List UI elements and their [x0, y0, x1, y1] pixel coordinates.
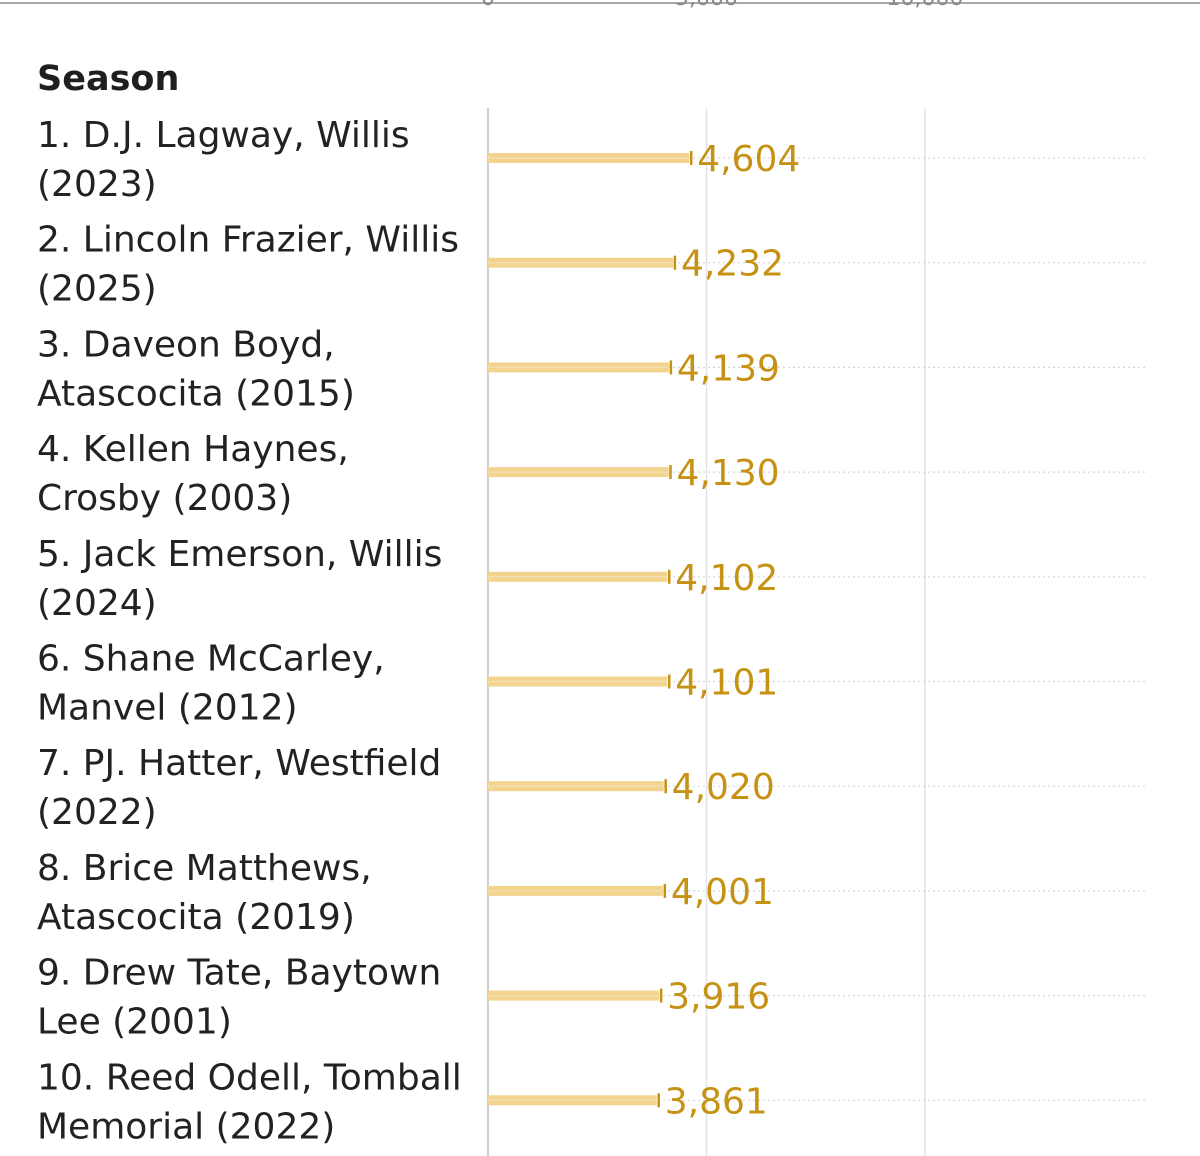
gridlines [487, 108, 926, 1156]
bar-row: 9. Drew Tate, Baytown Lee (2001) 3,916 [37, 953, 1148, 1043]
bar [488, 990, 660, 1001]
row-label: (2025) [37, 269, 157, 310]
value-label: 4,102 [675, 558, 778, 599]
x-axis-ticks: 0 5,000 10,000 [481, 0, 963, 11]
value-label: 4,139 [677, 348, 780, 389]
row-label: Crosby (2003) [37, 478, 292, 519]
row-label: Manvel (2012) [37, 688, 298, 729]
value-label: 4,001 [671, 872, 774, 913]
bar [488, 781, 664, 792]
tick-label: 10,000 [887, 0, 964, 11]
bar-row: 10. Reed Odell, Tomball Memorial (2022) 3,… [37, 1057, 1148, 1147]
bar [488, 885, 663, 896]
row-label: 7. PJ. Hatter, Westfield [37, 743, 441, 784]
value-label: 4,130 [676, 453, 779, 494]
column-title: Season [37, 59, 179, 99]
row-label: 10. Reed Odell, Tomball [37, 1057, 462, 1098]
bar-row: 2. Lincoln Frazier, Willis (2025) 4,232 [37, 220, 1148, 310]
bar-rows: 1. D.J. Lagway, Willis (2023) 4,604 2. Linc… [37, 115, 1148, 1147]
row-label: (2023) [37, 164, 157, 205]
row-label: 8. Brice Matthews, [37, 848, 372, 889]
tick-label: 5,000 [675, 0, 738, 11]
bar-row: 7. PJ. Hatter, Westfield (2022) 4,020 [37, 743, 1148, 833]
row-label: Memorial (2022) [37, 1106, 335, 1147]
row-label: (2024) [37, 583, 157, 624]
row-label: Lee (2001) [37, 1002, 232, 1043]
value-label: 4,232 [681, 244, 784, 285]
row-label: Atascocita (2015) [37, 373, 355, 414]
value-label: 3,916 [667, 977, 770, 1018]
row-label: 6. Shane McCarley, [37, 639, 385, 680]
row-label: 5. Jack Emerson, Willis [37, 534, 442, 575]
value-label: 4,604 [697, 139, 800, 180]
bar-row: 3. Daveon Boyd, Atascocita (2015) 4,139 [37, 324, 1148, 414]
row-label: 3. Daveon Boyd, [37, 324, 335, 365]
value-label: 4,101 [675, 663, 778, 704]
bar-row: 6. Shane McCarley, Manvel (2012) 4,101 [37, 639, 1148, 729]
row-label: 1. D.J. Lagway, Willis [37, 115, 410, 156]
row-label: (2022) [37, 792, 157, 833]
value-label: 4,020 [672, 767, 775, 808]
tick-label: 0 [481, 0, 495, 11]
bar-row: 8. Brice Matthews, Atascocita (2019) 4,001 [37, 848, 1148, 938]
bar [488, 571, 668, 582]
bar-row: 5. Jack Emerson, Willis (2024) 4,102 [37, 534, 1148, 624]
row-label: 9. Drew Tate, Baytown [37, 953, 441, 994]
bar [488, 676, 668, 687]
bar-row: 1. D.J. Lagway, Willis (2023) 4,604 [37, 115, 1148, 205]
row-label: 2. Lincoln Frazier, Willis [37, 220, 459, 261]
bar-row: 4. Kellen Haynes, Crosby (2003) 4,130 [37, 429, 1148, 519]
value-label: 3,861 [665, 1081, 768, 1122]
row-label: 4. Kellen Haynes, [37, 429, 349, 470]
row-label: Atascocita (2019) [37, 897, 355, 938]
